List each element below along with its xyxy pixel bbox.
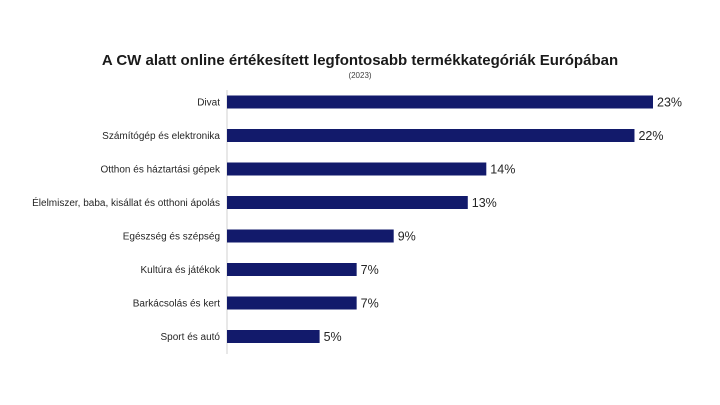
- value-label: 23%: [657, 96, 682, 110]
- value-label: 7%: [361, 297, 379, 311]
- category-label: Élelmiszer, baba, kisállat és otthoni áp…: [32, 196, 220, 209]
- bar: [227, 296, 357, 310]
- category-label: Divat: [197, 98, 220, 109]
- category-label: Egészség és szépség: [123, 232, 220, 243]
- chart-title: A CW alatt online értékesített legfontos…: [102, 52, 618, 69]
- bar: [227, 95, 653, 109]
- category-label: Sport és autó: [161, 332, 221, 343]
- bar: [227, 330, 320, 343]
- value-label: 7%: [361, 263, 379, 277]
- value-label: 22%: [638, 129, 663, 143]
- bar: [227, 229, 394, 243]
- category-label: Számítógép és elektronika: [102, 131, 220, 142]
- bar: [227, 263, 357, 276]
- chart-subtitle: (2023): [348, 71, 371, 80]
- value-label: 5%: [324, 330, 342, 344]
- category-label: Kultúra és játékok: [141, 265, 221, 276]
- bars-group: Divat 23% Számítógép és elektronika 22% Otth…: [32, 95, 682, 344]
- value-label: 9%: [398, 230, 416, 244]
- category-label: Barkácsolás és kert: [133, 299, 220, 310]
- bar: [227, 162, 487, 176]
- category-label: Otthon és háztartási gépek: [100, 165, 221, 176]
- value-label: 14%: [490, 163, 515, 177]
- bar: [227, 129, 635, 142]
- value-label: 13%: [472, 196, 497, 210]
- bar: [227, 196, 468, 209]
